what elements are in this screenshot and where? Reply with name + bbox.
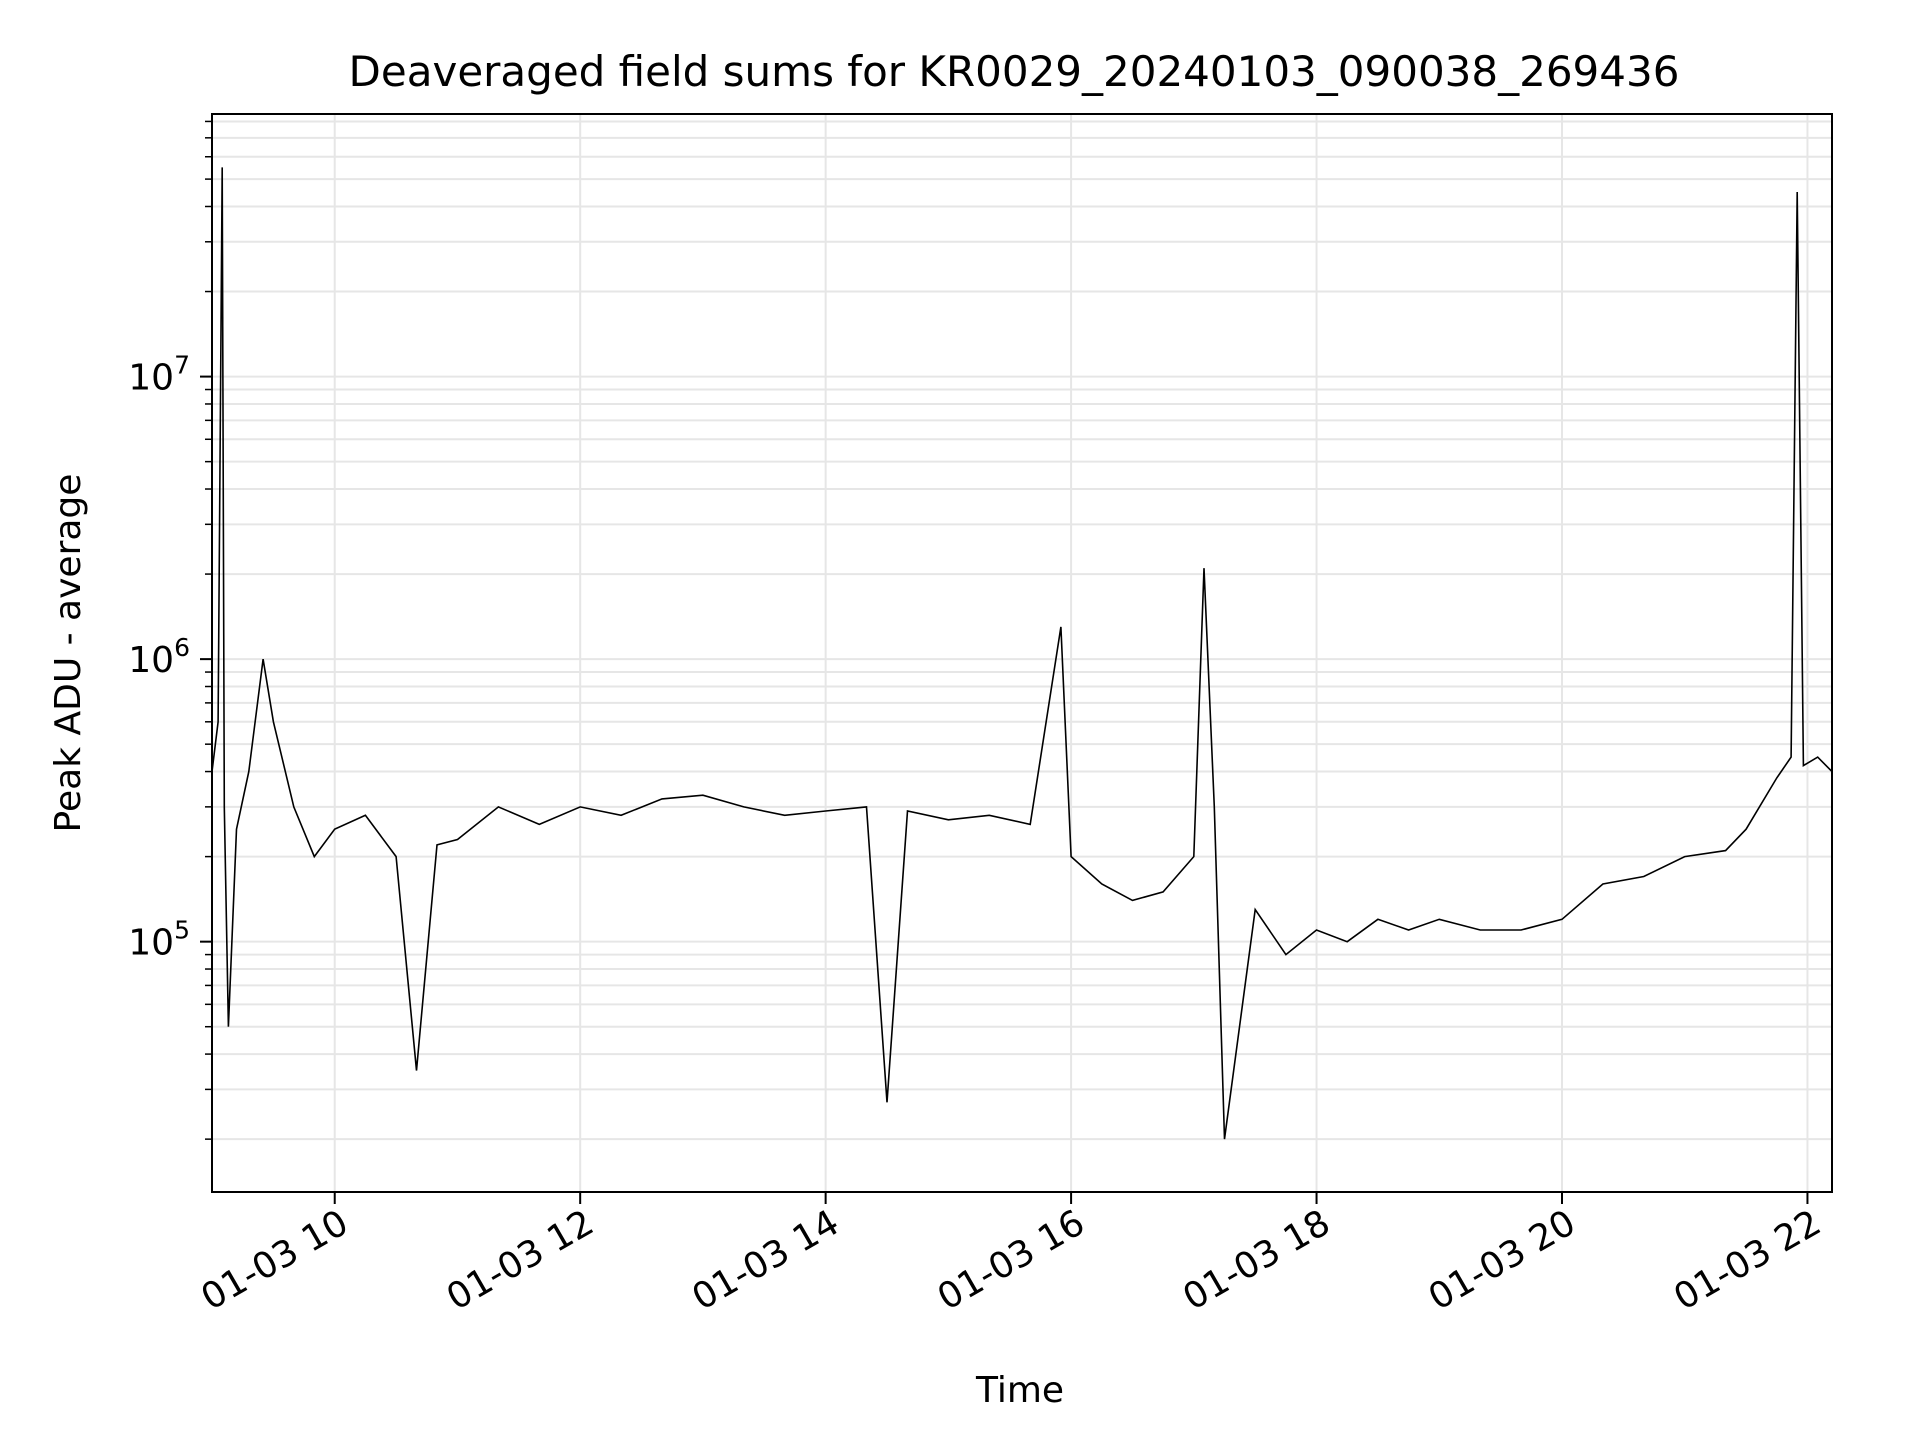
x-axis-title: Time: [975, 1370, 1064, 1411]
x-tick-label: 01-03 22: [1667, 1202, 1828, 1318]
grid: [212, 114, 1832, 1192]
y-tick-label: 107: [128, 351, 190, 399]
x-tick-label: 01-03 10: [195, 1202, 356, 1318]
x-tick-label: 01-03 20: [1422, 1202, 1583, 1318]
chart-title: Deaveraged field sums for KR0029_2024010…: [349, 47, 1680, 96]
x-tick-label: 01-03 12: [440, 1202, 601, 1318]
x-tick-label: 01-03 16: [931, 1202, 1092, 1318]
series-line: [211, 167, 1833, 1140]
data-series: [211, 167, 1833, 1140]
y-axis-title: Peak ADU - average: [48, 474, 89, 833]
x-tick-label: 01-03 14: [685, 1202, 846, 1318]
plot-area-frame: [211, 113, 1833, 1193]
y-tick-label: 105: [128, 916, 190, 964]
y-tick-label: 106: [128, 633, 190, 681]
x-tick-label: 01-03 18: [1176, 1202, 1337, 1318]
